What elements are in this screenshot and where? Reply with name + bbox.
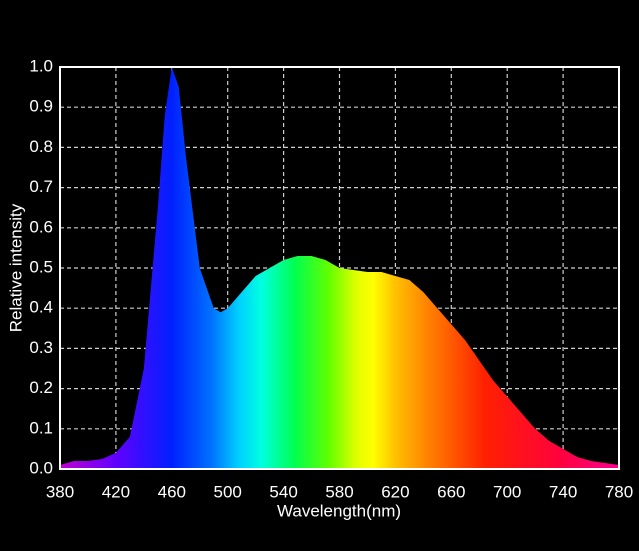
x-tick-label: 660: [437, 482, 465, 501]
x-tick-label: 460: [158, 482, 186, 501]
x-tick-label: 700: [493, 482, 521, 501]
y-tick-label: 0.3: [29, 338, 53, 357]
x-tick-label: 540: [269, 482, 297, 501]
x-tick-label: 580: [325, 482, 353, 501]
y-tick-label: 0.1: [29, 418, 53, 437]
y-tick-label: 0.4: [29, 298, 53, 317]
y-tick-label: 0.9: [29, 97, 53, 116]
x-tick-label: 780: [605, 482, 633, 501]
x-axis-title: Wavelength(nm): [277, 501, 401, 520]
y-tick-label: 0.5: [29, 257, 53, 276]
y-tick-label: 0.7: [29, 177, 53, 196]
y-tick-label: 0.2: [29, 378, 53, 397]
x-tick-label: 620: [381, 482, 409, 501]
y-axis-title: Relative intensity: [6, 203, 25, 332]
x-tick-label: 740: [549, 482, 577, 501]
x-tick-label: 380: [46, 482, 74, 501]
plot-frame: [59, 66, 620, 470]
y-tick-label: 1.0: [29, 56, 53, 75]
plot: [60, 67, 619, 469]
x-tick-label: 500: [214, 482, 242, 501]
y-tick-label: 0.6: [29, 217, 53, 236]
y-tick-label: 0.0: [29, 458, 53, 477]
x-tick-label: 420: [102, 482, 130, 501]
spectrum-area: [60, 67, 619, 469]
y-tick-label: 0.8: [29, 137, 53, 156]
